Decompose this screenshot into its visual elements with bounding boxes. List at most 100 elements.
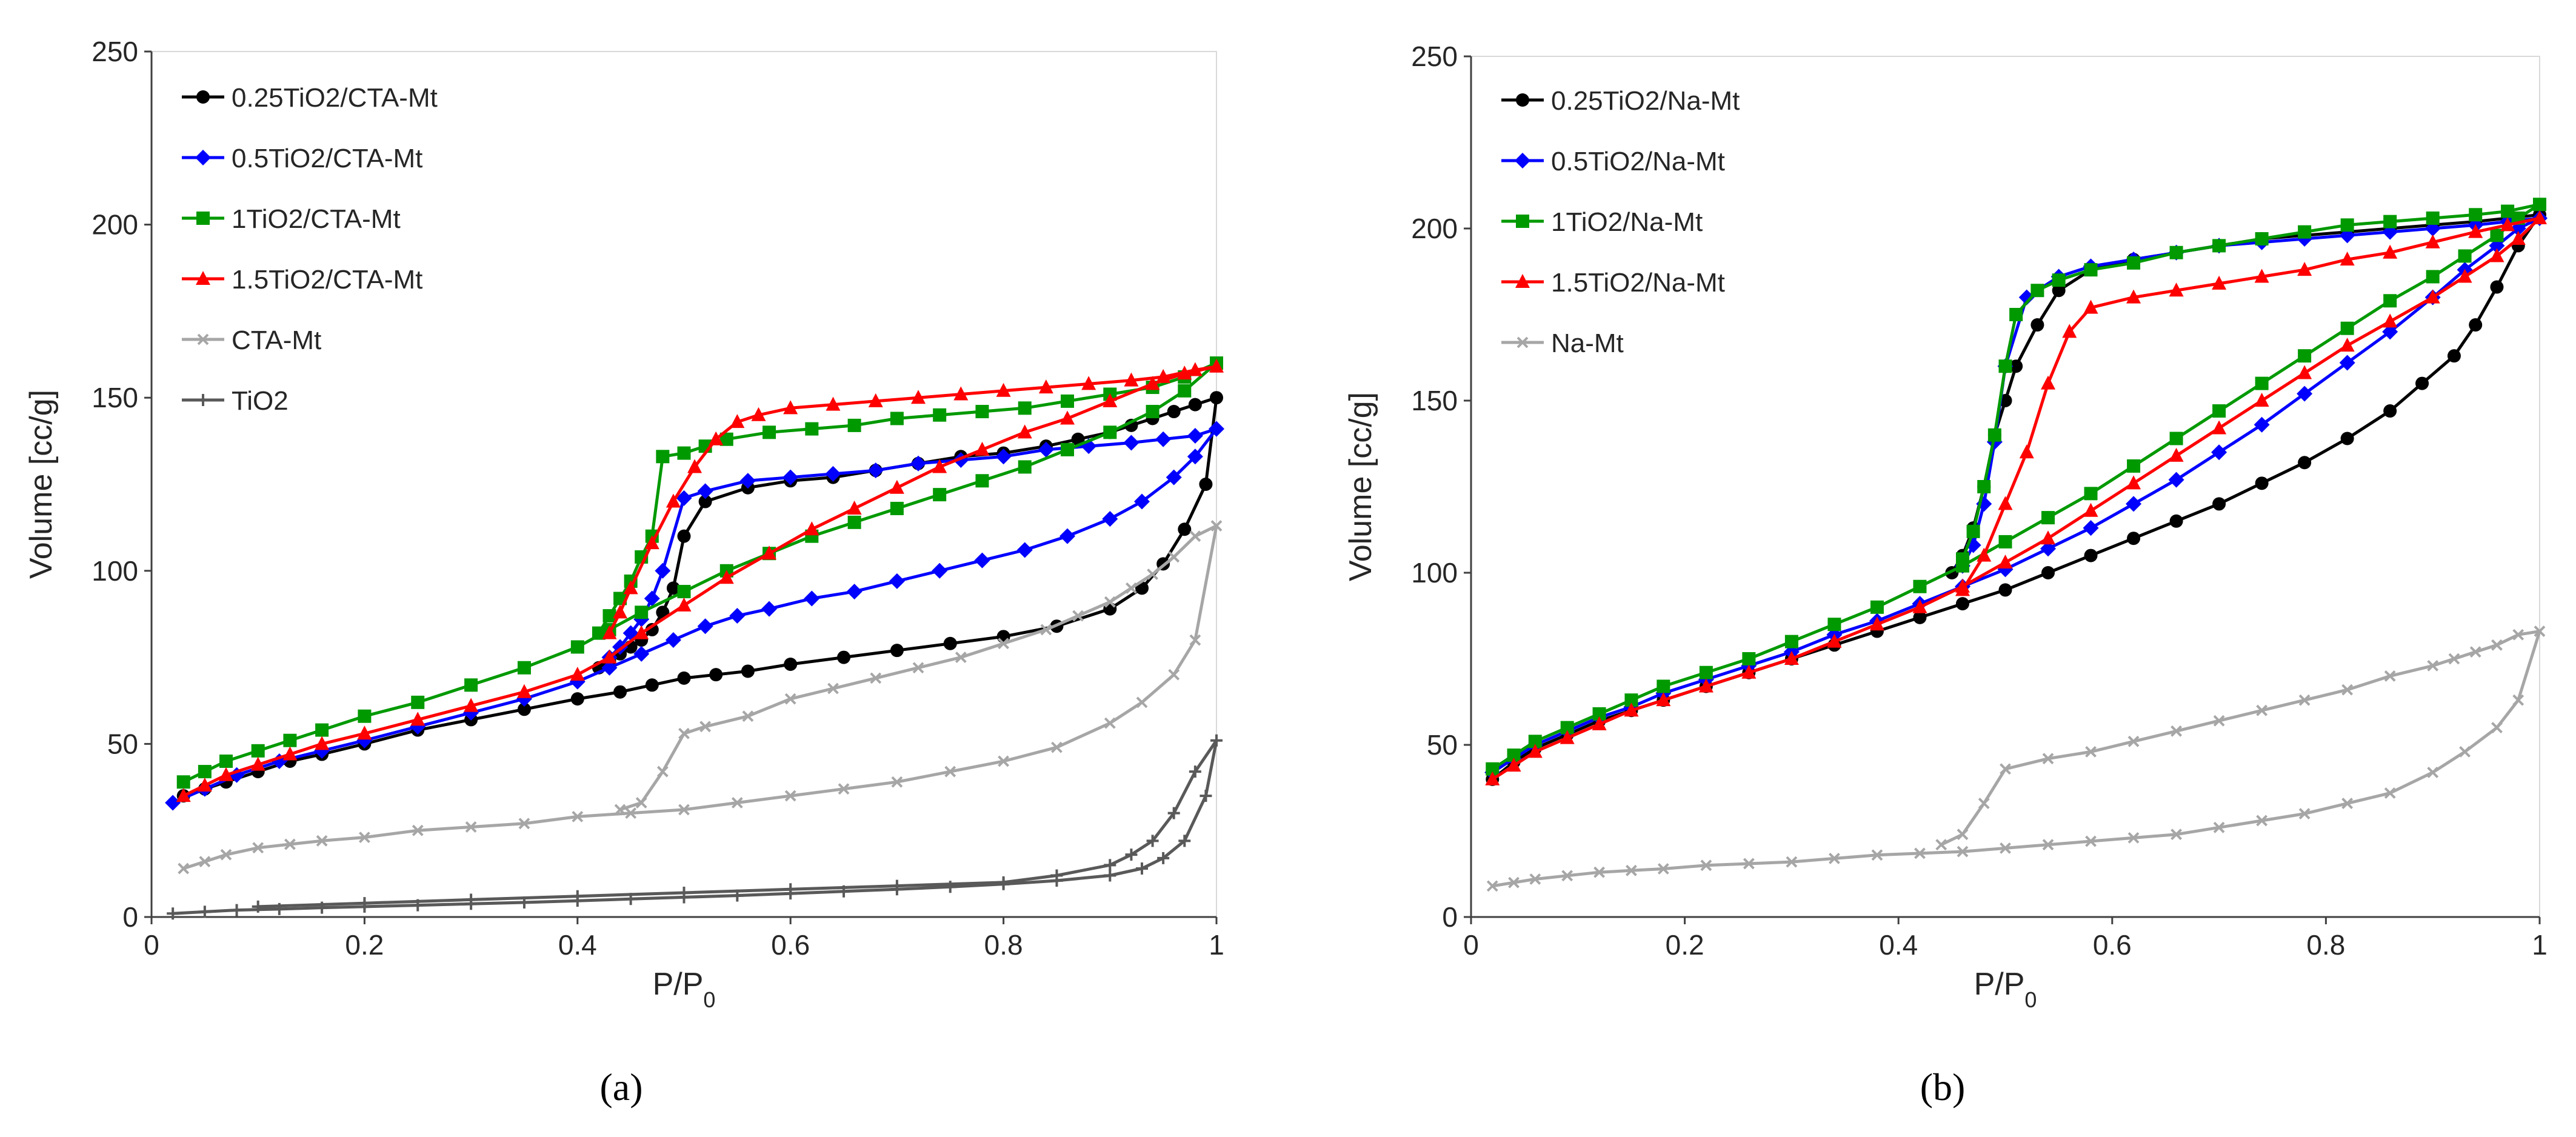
data-point (1957, 845, 1969, 858)
x-tick-label: 0 (144, 929, 159, 961)
data-point (1040, 624, 1052, 636)
y-tick-label: 150 (1411, 385, 1458, 416)
data-point (1624, 693, 1638, 707)
data-point (1743, 858, 1755, 870)
data-point (2425, 289, 2440, 304)
data-point (1527, 744, 1543, 758)
data-point (1955, 582, 1970, 596)
legend-marker (196, 271, 210, 285)
data-point (623, 580, 638, 595)
y-tick-label: 150 (92, 382, 138, 413)
data-point (2084, 487, 2098, 501)
data-point (1561, 870, 1573, 882)
data-point (1189, 634, 1201, 646)
data-point (1508, 876, 1520, 889)
data-point (1146, 835, 1159, 847)
data-point (176, 775, 190, 789)
data-point (889, 479, 904, 494)
data-point (1124, 372, 1139, 387)
data-point (1829, 853, 1840, 864)
data-point (719, 432, 733, 446)
data-point (742, 710, 754, 722)
data-point (1104, 869, 1116, 882)
legend-marker (1516, 215, 1529, 228)
data-point (2256, 704, 2268, 716)
data-point (220, 849, 232, 861)
data-point (1178, 835, 1191, 847)
data-point (1912, 599, 1927, 613)
data-point (2512, 629, 2524, 641)
data-point (1486, 762, 1500, 776)
data-point (1125, 849, 1138, 861)
series-0.5TiO2/CTA-Mt (165, 421, 1224, 811)
x-axis-label: P/P0 (653, 967, 716, 1012)
data-point (1104, 596, 1116, 608)
data-point (2297, 365, 2312, 379)
data-point (2469, 646, 2481, 658)
data-point (517, 661, 531, 675)
data-point (2458, 249, 2472, 263)
x-tick-label: 0.6 (2093, 929, 2132, 961)
data-point (867, 462, 884, 479)
data-point (1147, 568, 1158, 580)
data-point (2127, 459, 2141, 473)
data-point (719, 570, 734, 584)
data-point (1167, 405, 1181, 419)
series-1.5TiO2/CTA-Mt (176, 358, 1224, 802)
data-point (955, 652, 967, 664)
data-point (2383, 294, 2397, 308)
data-point (625, 807, 637, 819)
data-point (2126, 496, 2142, 512)
data-point (678, 727, 690, 739)
data-point (838, 783, 850, 795)
data-point (1081, 376, 1096, 390)
data-point (665, 632, 681, 649)
data-point (644, 535, 659, 550)
data-point (2083, 299, 2098, 314)
data-point (2254, 393, 2269, 407)
data-point (2040, 541, 2057, 557)
data-point (602, 625, 617, 639)
data-point (197, 777, 212, 792)
data-point (1017, 424, 1032, 439)
data-point (358, 897, 371, 910)
legend-label: 0.5TiO2/CTA-Mt (232, 144, 422, 173)
data-point (1593, 866, 1605, 878)
x-tick-label: 0 (1463, 929, 1479, 961)
data-point (890, 879, 903, 892)
data-point (602, 649, 617, 664)
data-point (805, 422, 819, 436)
data-point (1104, 717, 1116, 729)
data-point (1827, 618, 1841, 632)
data-point (178, 862, 190, 875)
data-point (2000, 842, 2011, 854)
data-point (614, 804, 626, 816)
data-point (2169, 432, 2183, 445)
data-point (1060, 410, 1075, 425)
data-point (1977, 480, 1991, 493)
data-point (2383, 313, 2398, 328)
data-point (912, 662, 924, 674)
data-point (2384, 670, 2396, 682)
data-point (2030, 284, 2044, 298)
data-point (1178, 384, 1192, 398)
data-point (282, 746, 298, 761)
data-point (571, 890, 584, 902)
data-point (644, 590, 660, 607)
data-point (2426, 211, 2440, 225)
data-point (666, 493, 681, 508)
legend-marker (1515, 153, 1530, 168)
data-point (613, 604, 628, 619)
data-point (1741, 664, 1757, 679)
data-point (997, 876, 1010, 889)
data-point (2382, 324, 2398, 340)
legend-label: 1.5TiO2/CTA-Mt (232, 265, 422, 295)
data-point (230, 904, 243, 916)
data-point (2469, 208, 2483, 222)
legend-item: TiO2 (182, 386, 289, 416)
data-point (2169, 447, 2184, 462)
data-point (995, 448, 1012, 465)
data-point (1199, 478, 1213, 491)
data-point (2340, 218, 2354, 232)
data-point (2491, 722, 2503, 734)
